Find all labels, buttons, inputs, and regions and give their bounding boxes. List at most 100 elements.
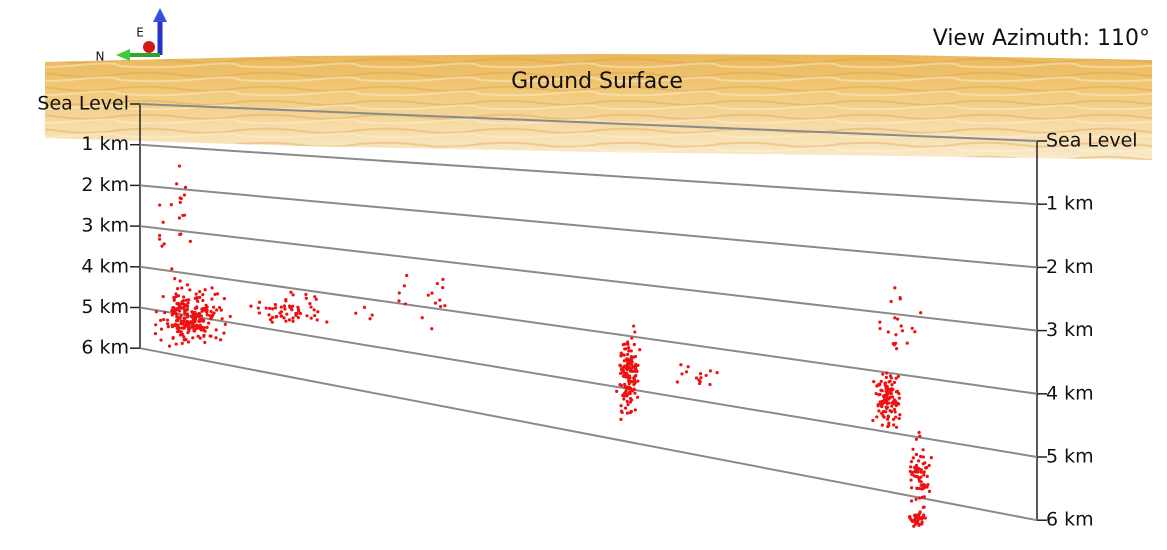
point [630, 363, 633, 366]
compass-label: N [96, 50, 105, 64]
point [622, 397, 625, 400]
point [886, 387, 889, 390]
point [695, 376, 698, 379]
point [195, 292, 198, 295]
point [623, 394, 626, 397]
point [265, 307, 268, 310]
point [178, 216, 181, 219]
point [159, 338, 162, 341]
compass-label: E [136, 26, 144, 40]
point [909, 478, 912, 481]
point [179, 201, 182, 204]
point [249, 305, 252, 308]
point [699, 376, 702, 379]
point [887, 415, 890, 418]
point [182, 299, 185, 302]
point [875, 392, 878, 395]
point [309, 305, 312, 308]
point [914, 498, 917, 501]
point [224, 323, 227, 326]
point [223, 297, 226, 300]
point [441, 278, 444, 281]
point [439, 305, 442, 308]
point [921, 516, 924, 519]
point [195, 323, 198, 326]
point [880, 380, 883, 383]
point [185, 299, 188, 302]
point [282, 316, 285, 319]
point [405, 274, 408, 277]
point [434, 301, 437, 304]
point [178, 233, 181, 236]
point [626, 403, 629, 406]
point [166, 322, 169, 325]
point [182, 335, 185, 338]
point [872, 380, 875, 383]
point [921, 496, 924, 499]
point [201, 293, 204, 296]
point [887, 424, 890, 427]
right-axis-label: 1 km [1046, 193, 1094, 215]
point [180, 197, 183, 200]
point [877, 409, 880, 412]
left-axis-label: 2 km [81, 174, 129, 196]
point [229, 315, 232, 318]
point [891, 388, 894, 391]
point [924, 466, 927, 469]
point [636, 379, 639, 382]
point [421, 316, 424, 319]
point [436, 282, 439, 285]
point [181, 214, 184, 217]
left-axis-label: Sea Level [37, 93, 129, 115]
point [877, 403, 880, 406]
point [634, 408, 637, 411]
right-axis-label: 5 km [1046, 446, 1094, 468]
point [633, 343, 636, 346]
point [893, 381, 896, 384]
point [894, 410, 897, 413]
point [623, 343, 626, 346]
point [204, 307, 207, 310]
right-axis-label: 6 km [1046, 509, 1094, 531]
point [179, 333, 182, 336]
point [198, 312, 201, 315]
point [283, 307, 286, 310]
point [911, 327, 914, 330]
point [172, 311, 175, 314]
point [910, 486, 913, 489]
point [928, 464, 931, 467]
point [910, 499, 913, 502]
point [175, 182, 178, 185]
right-axis-label: 2 km [1046, 256, 1094, 278]
point [680, 372, 683, 375]
point [186, 305, 189, 308]
point [705, 374, 708, 377]
point [221, 317, 224, 320]
point [912, 525, 915, 528]
point [179, 279, 182, 282]
point [918, 496, 921, 499]
point [368, 317, 371, 320]
point [915, 487, 918, 490]
point [186, 315, 189, 318]
point [619, 372, 622, 375]
point [887, 401, 890, 404]
point [883, 394, 886, 397]
depth-line [140, 185, 1037, 267]
point [162, 295, 165, 298]
point [180, 286, 183, 289]
point [890, 300, 893, 303]
point [268, 307, 271, 310]
point [919, 311, 922, 314]
point [363, 306, 366, 309]
point [184, 186, 187, 189]
point [187, 301, 190, 304]
point [624, 372, 627, 375]
point [922, 455, 925, 458]
point [619, 365, 622, 368]
scene: Sea LevelSea Level1 km1 km2 km2 km3 km3 … [0, 0, 1167, 550]
point [898, 417, 901, 420]
point [626, 353, 629, 356]
point [280, 306, 283, 309]
point [926, 475, 929, 478]
